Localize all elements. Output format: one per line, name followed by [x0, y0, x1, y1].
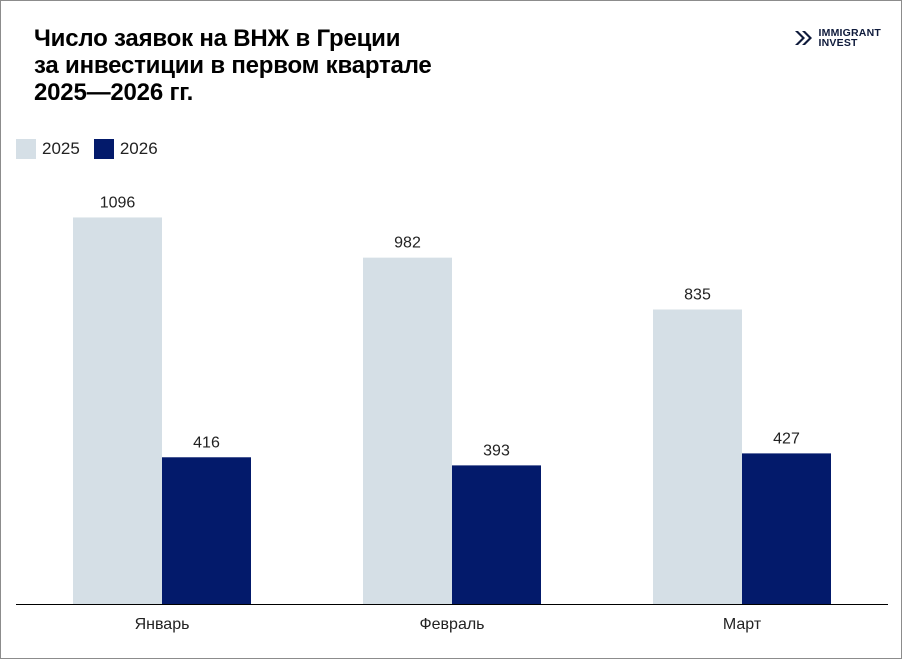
- legend-label-2026: 2026: [119, 139, 158, 158]
- title-line-3: 2025—2026 гг.: [34, 79, 194, 106]
- legend-item-2026: 2026: [93, 139, 158, 159]
- legend-swatch-2025: [16, 139, 36, 159]
- bar-2025-2: [363, 257, 452, 604]
- logo-arrow-icon: [794, 31, 812, 45]
- data-label-2025-3: 835: [684, 286, 711, 303]
- data-label-2026-1: 416: [193, 434, 220, 451]
- title-line-1: Число заявок на ВНЖ в Греции: [34, 25, 401, 52]
- data-label-2026-2: 393: [483, 442, 510, 459]
- category-label-2: Февраль: [419, 616, 484, 633]
- bar-2025-1: [73, 217, 162, 604]
- bar-2025-3: [653, 309, 742, 604]
- title-line-2: за инвестиции в первом квартале: [34, 52, 432, 79]
- logo-text-line-2: INVEST: [818, 37, 858, 49]
- logo-text-line-1: IMMIGRANT: [818, 27, 881, 39]
- bar-2026-3: [742, 453, 831, 604]
- legend-label-2025: 2025: [42, 139, 80, 158]
- category-label-1: Январь: [135, 616, 190, 633]
- legend-item-2025: 2025: [16, 139, 80, 159]
- chart-title: Число заявок на ВНЖ в Греции за инвестиц…: [34, 25, 554, 106]
- legend-swatch-2026: [93, 139, 114, 159]
- data-label-2025-2: 982: [394, 235, 421, 252]
- immigrant-invest-logo: IMMIGRANT INVEST: [793, 28, 881, 48]
- bar-2026-1: [162, 457, 251, 604]
- data-label-2025-1: 1096: [100, 194, 136, 211]
- category-label-3: Март: [723, 616, 762, 633]
- bar-2026-2: [452, 465, 541, 604]
- data-label-2026-3: 427: [773, 430, 800, 447]
- logo-text: IMMIGRANT INVEST: [818, 27, 881, 49]
- chart-legend: 2025 2026: [16, 139, 172, 159]
